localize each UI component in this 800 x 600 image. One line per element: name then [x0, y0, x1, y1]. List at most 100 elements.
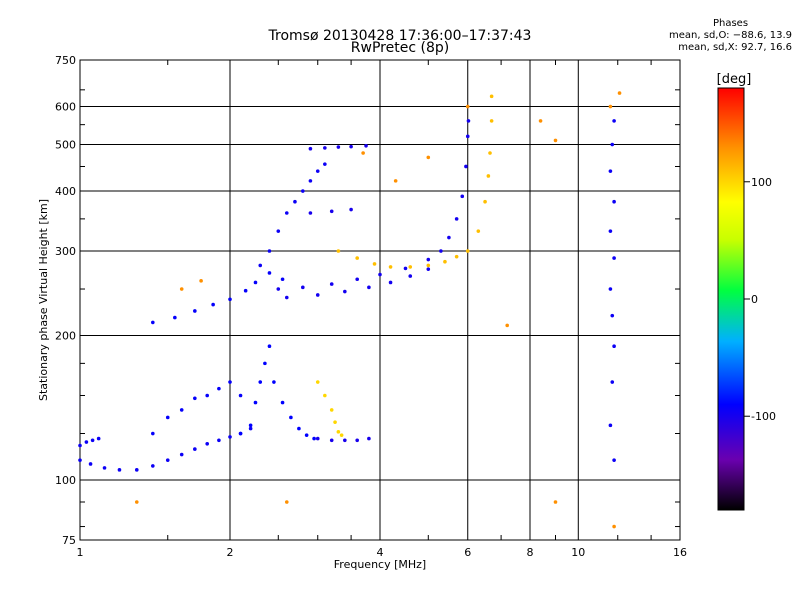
data-point	[372, 262, 377, 266]
x-tick-label: 16	[673, 546, 687, 559]
data-point	[610, 380, 615, 384]
data-point	[489, 119, 494, 123]
data-point	[151, 464, 155, 468]
x-tick-label: 10	[571, 546, 585, 559]
data-point	[361, 151, 365, 155]
data-point	[403, 266, 408, 271]
x-tick-label: 2	[227, 546, 234, 559]
chart-title: Tromsø 20130428 17:36:00–17:37:43	[268, 28, 532, 44]
data-point	[84, 440, 89, 444]
y-tick-label: 400	[55, 185, 76, 198]
x-axis-label: Frequency [MHz]	[334, 558, 426, 571]
data-point	[367, 436, 371, 441]
data-point	[211, 302, 215, 307]
data-point	[608, 287, 613, 291]
data-point	[205, 393, 209, 398]
data-point	[284, 211, 289, 215]
data-point	[228, 297, 232, 302]
phases-x-stats: mean, sd,X: 92.7, 16.6	[678, 42, 792, 53]
chart-subtitle: RwPretec (8p)	[350, 40, 450, 56]
data-point	[426, 267, 431, 271]
data-point	[173, 315, 177, 320]
data-point	[612, 458, 616, 462]
data-point	[343, 438, 347, 443]
data-point	[253, 280, 258, 285]
data-point	[315, 436, 320, 441]
data-point	[355, 438, 359, 443]
data-point	[258, 263, 263, 268]
data-point	[248, 423, 253, 428]
data-point	[289, 415, 293, 420]
data-point	[243, 288, 248, 293]
data-point	[96, 436, 101, 441]
data-point	[78, 458, 82, 462]
data-point	[388, 280, 393, 285]
data-point	[408, 265, 413, 269]
data-point	[612, 344, 616, 349]
data-point	[465, 249, 470, 253]
data-point	[179, 287, 184, 291]
data-point	[476, 229, 481, 233]
phases-summary: Phases mean, sd,O: −88.6, 13.9 mean, sd,…	[669, 18, 792, 54]
data-point	[329, 438, 334, 443]
data-point	[297, 426, 301, 431]
data-point	[553, 138, 558, 143]
data-point	[280, 277, 285, 282]
data-point	[263, 361, 267, 366]
data-point	[284, 295, 289, 300]
data-point	[315, 380, 320, 384]
data-point	[134, 468, 139, 472]
data-point	[336, 430, 341, 434]
data-point	[151, 320, 155, 325]
data-point	[612, 199, 616, 204]
data-point	[165, 458, 170, 462]
data-point	[323, 162, 327, 166]
data-point	[538, 119, 543, 123]
data-point	[454, 217, 459, 221]
data-point	[388, 265, 393, 269]
colorbar-ticks: 100 0 -100	[744, 176, 776, 423]
data-point	[308, 211, 313, 215]
data-point	[228, 435, 232, 439]
data-point	[426, 263, 431, 268]
data-point	[617, 91, 622, 95]
data-point	[151, 431, 155, 436]
data-point	[323, 146, 327, 150]
data-point	[193, 447, 197, 451]
data-point	[349, 144, 353, 149]
colorbar-tick-label: -100	[751, 410, 776, 423]
data-point	[308, 179, 313, 183]
data-point	[505, 323, 509, 328]
data-point	[464, 164, 468, 169]
data-point	[179, 452, 184, 457]
data-point	[610, 142, 615, 147]
plot-frame	[79, 59, 681, 541]
y-tick-label: 750	[55, 54, 76, 67]
data-point	[280, 400, 285, 405]
data-point	[217, 438, 221, 443]
data-point	[88, 462, 93, 466]
data-point	[610, 313, 615, 318]
data-point	[329, 282, 334, 286]
y-tick-label: 600	[55, 101, 76, 114]
data-point	[489, 94, 494, 99]
data-point	[378, 272, 382, 277]
data-point	[465, 134, 470, 139]
phases-o-stats: mean, sd,O: −88.6, 13.9	[669, 30, 792, 41]
data-point	[447, 235, 451, 240]
data-point	[276, 287, 281, 291]
data-point	[333, 420, 337, 424]
data-point	[323, 393, 327, 398]
data-point	[329, 209, 334, 214]
data-point	[117, 468, 122, 472]
y-tick-label: 300	[55, 245, 76, 258]
data-point	[608, 104, 613, 109]
data-point	[608, 423, 613, 428]
data-point	[193, 396, 197, 401]
data-point	[205, 441, 209, 446]
data-point	[238, 393, 243, 398]
data-points	[78, 91, 622, 529]
data-point	[165, 415, 170, 420]
data-point	[466, 119, 471, 123]
data-point	[217, 386, 221, 391]
